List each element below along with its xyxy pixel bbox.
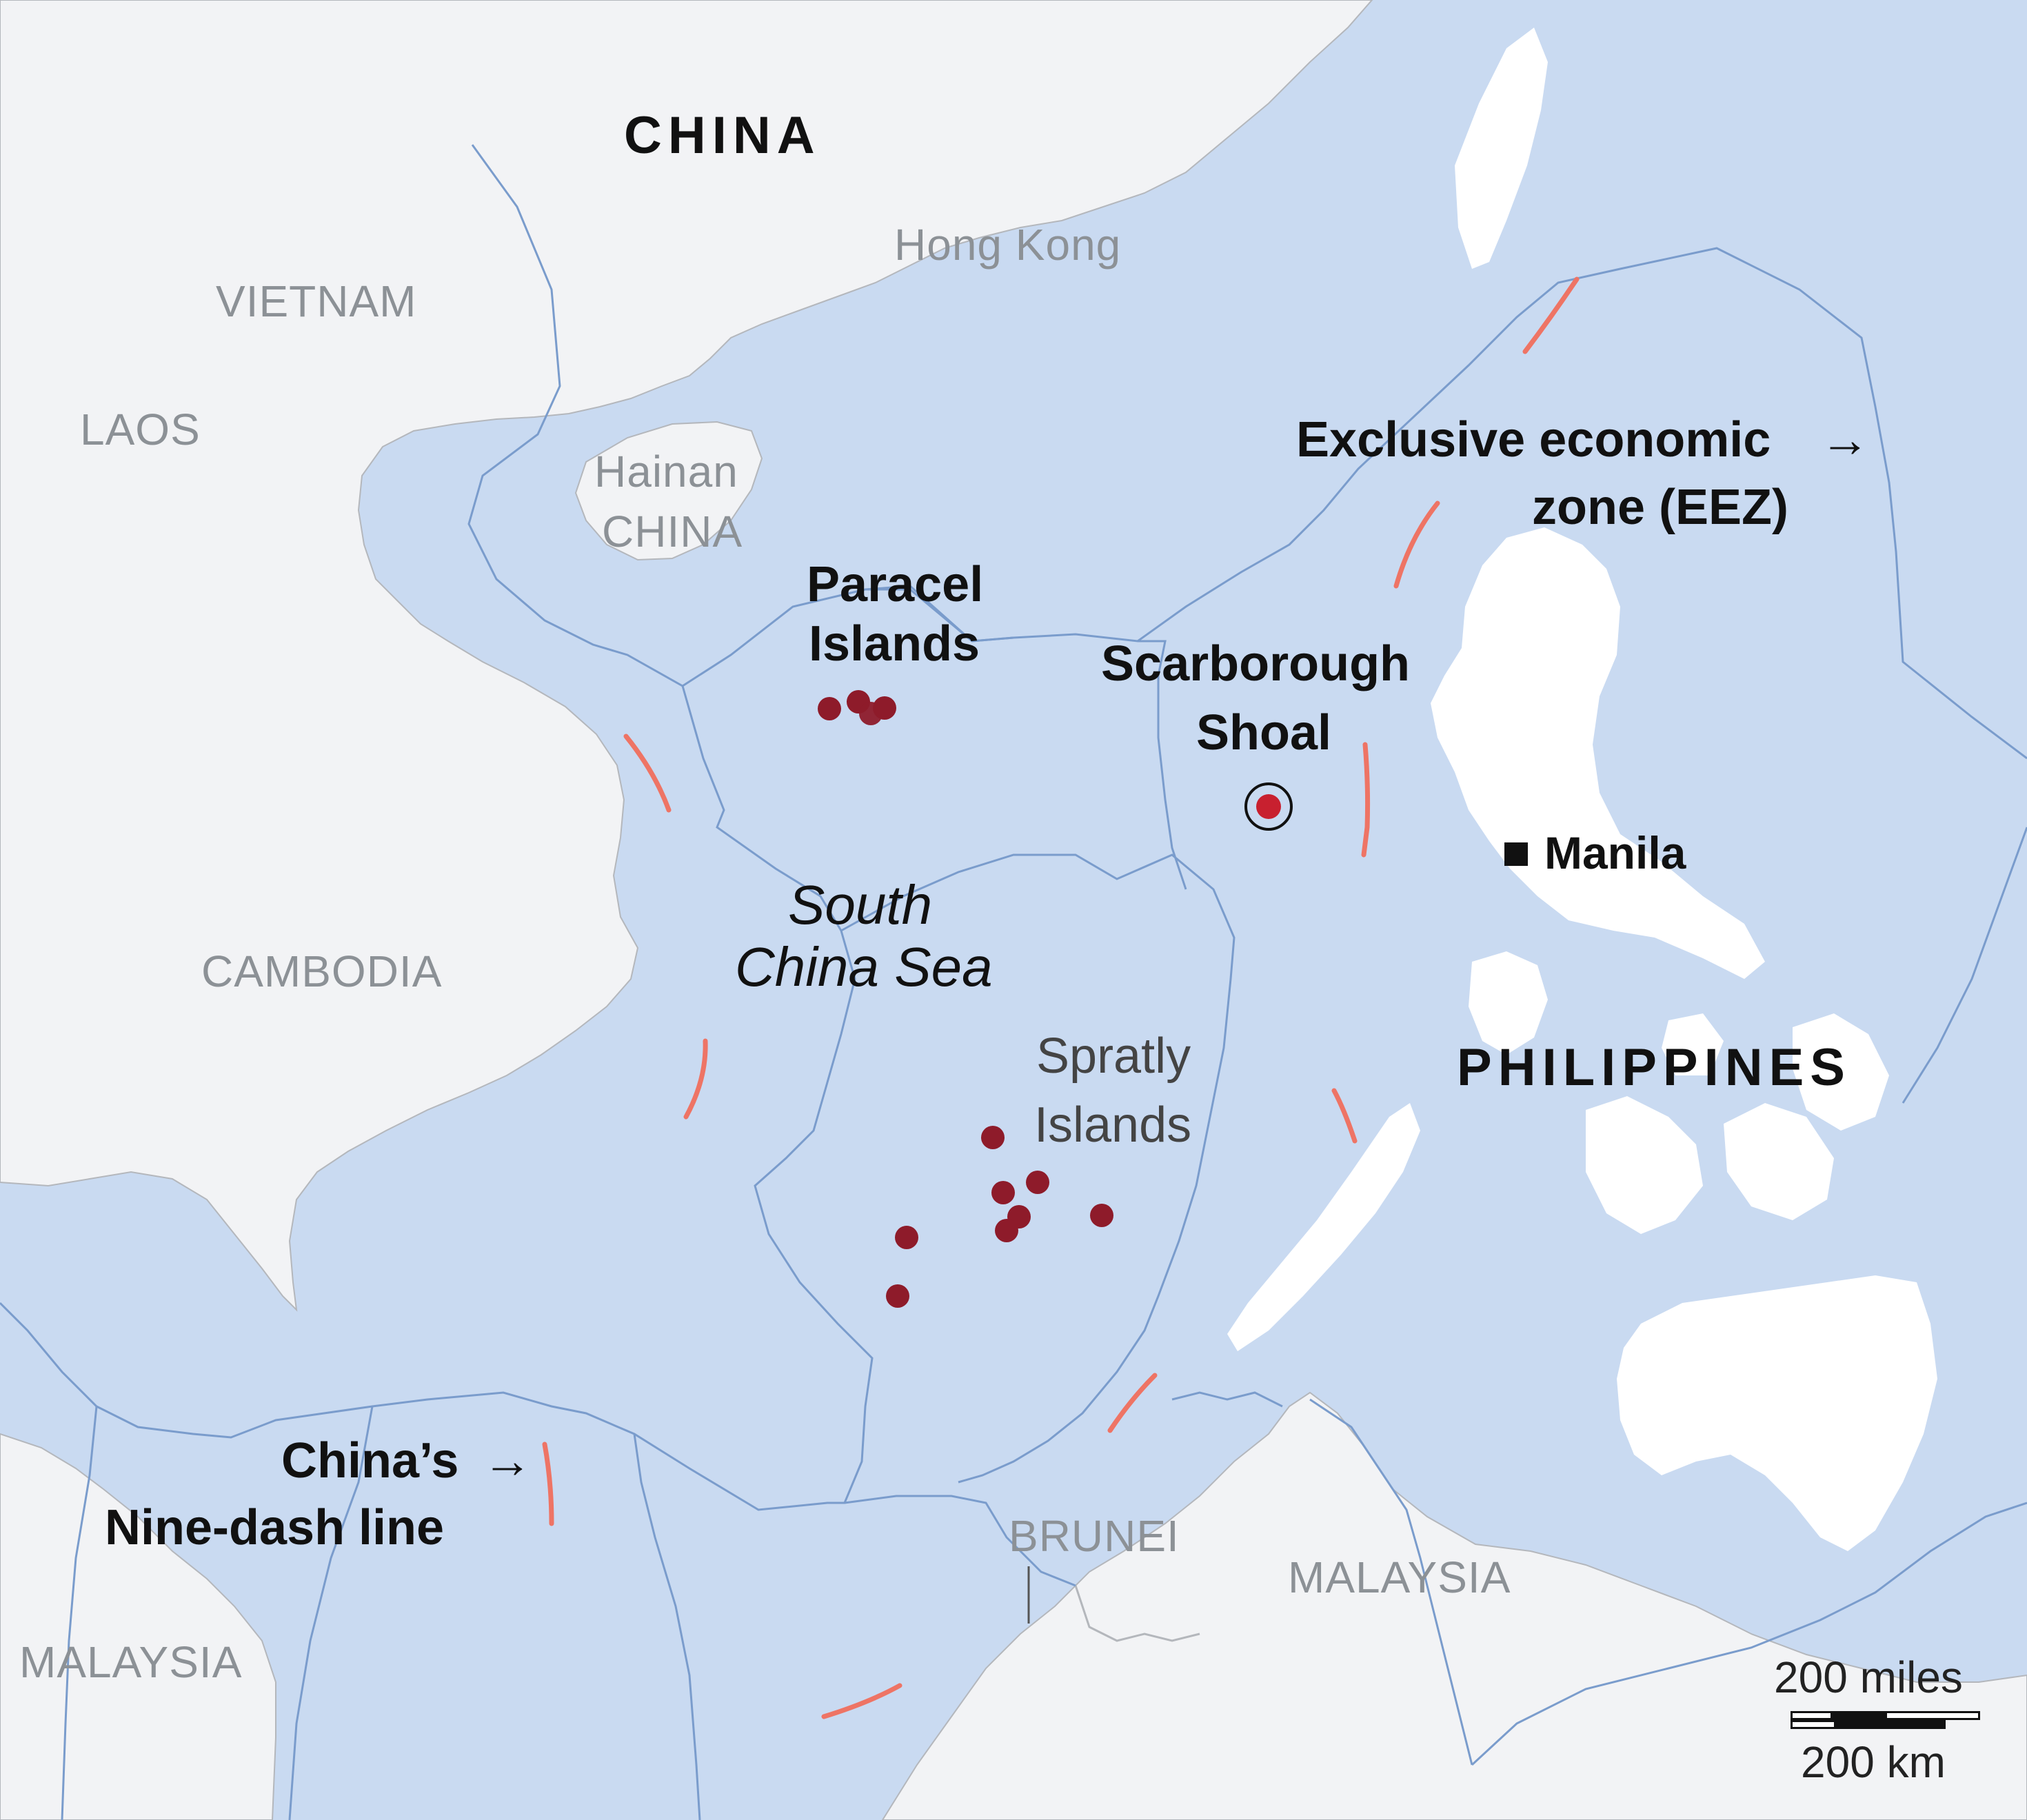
- label-malaysia-west: MALAYSIA: [19, 1637, 242, 1687]
- mainland-asia-landmass: [0, 0, 1373, 1312]
- visayas-islands: [1586, 1013, 1889, 1234]
- label-malaysia-east: MALAYSIA: [1288, 1553, 1511, 1602]
- label-nine-dash-line2: Nine-dash line: [105, 1500, 444, 1555]
- label-laos: LAOS: [80, 405, 201, 454]
- arrow-icon-eez: →: [1820, 412, 1870, 467]
- scale-bar: 200 miles 200 km: [1774, 1652, 1980, 1787]
- label-china: CHINA: [624, 106, 821, 165]
- label-scarborough-line1: Scarborough: [1101, 636, 1410, 691]
- label-cambodia: CAMBODIA: [201, 947, 442, 996]
- label-eez-line1: Exclusive economic: [1296, 412, 1771, 467]
- label-paracel-line2: Islands: [809, 616, 980, 671]
- hainan-island: [574, 421, 763, 561]
- spratly-marker: [1090, 1204, 1113, 1227]
- label-paracel-line1: Paracel: [807, 557, 983, 612]
- label-south-china-sea-line1: South: [788, 874, 932, 936]
- eez-boundaries: [0, 144, 2027, 1820]
- spratly-marker: [995, 1219, 1018, 1242]
- scarborough-shoal-marker: [1244, 782, 1293, 831]
- manila-marker: [1504, 842, 1528, 866]
- paracel-island-markers: [818, 690, 896, 725]
- luzon-island: [1431, 527, 1765, 979]
- scale-label-km: 200 km: [1801, 1737, 1946, 1787]
- paracel-marker: [818, 697, 841, 720]
- label-hong-kong: Hong Kong: [894, 220, 1121, 270]
- label-brunei: BRUNEI: [1009, 1511, 1180, 1561]
- label-scarborough-line2: Shoal: [1196, 705, 1331, 760]
- label-hainan-china: CHINA: [602, 507, 743, 556]
- label-spratly-line2: Islands: [1034, 1098, 1191, 1153]
- spratly-marker: [991, 1181, 1015, 1204]
- label-philippines: PHILIPPINES: [1457, 1038, 1851, 1097]
- malaysia-brunei-border: [1074, 1585, 1200, 1642]
- label-south-china-sea-line2: China Sea: [735, 936, 993, 998]
- scale-label-miles: 200 miles: [1774, 1652, 1963, 1702]
- label-eez-line2: zone (EEZ): [1532, 480, 1788, 535]
- mindoro-island: [1469, 951, 1548, 1055]
- spratly-island-markers: [886, 1126, 1113, 1308]
- taiwan-island: [1455, 28, 1548, 269]
- label-manila: Manila: [1544, 827, 1687, 878]
- label-nine-dash-line1: China’s: [281, 1433, 458, 1488]
- nine-dash-line: [542, 276, 1580, 1719]
- spratly-marker: [981, 1126, 1005, 1149]
- arrow-icon-nine-dash: →: [483, 1433, 532, 1488]
- paracel-marker: [873, 696, 896, 720]
- mindanao-island: [1617, 1275, 1937, 1551]
- malay-peninsula: [0, 1433, 276, 1820]
- spratly-marker: [895, 1226, 918, 1249]
- label-spratly-line1: Spratly: [1036, 1029, 1191, 1084]
- spratly-marker: [1026, 1171, 1049, 1194]
- spratly-marker: [886, 1284, 909, 1308]
- palawan-island: [1227, 1103, 1420, 1351]
- label-hainan: Hainan: [594, 447, 738, 496]
- label-vietnam: VIETNAM: [216, 276, 416, 326]
